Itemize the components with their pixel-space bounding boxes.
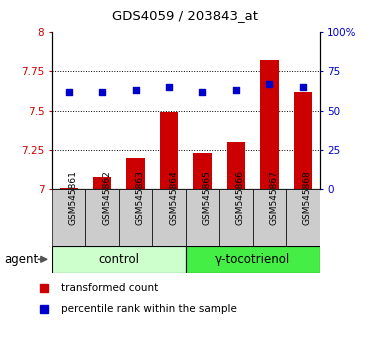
Text: control: control (99, 253, 139, 266)
Text: GDS4059 / 203843_at: GDS4059 / 203843_at (112, 9, 258, 22)
Bar (52, 189, 85, 246)
Text: percentile rank within the sample: percentile rank within the sample (61, 304, 237, 314)
Bar (52, 246, 186, 273)
Point (199, 89, 206, 95)
Text: transformed count: transformed count (61, 283, 159, 293)
Point (166, 84, 172, 90)
Bar (260, 60, 279, 189)
Point (132, 87, 139, 93)
Bar (152, 189, 186, 246)
Text: γ-tocotrienol: γ-tocotrienol (215, 253, 290, 266)
Text: GSM545862: GSM545862 (102, 171, 111, 225)
Text: agent: agent (4, 253, 38, 266)
Bar (85, 189, 119, 246)
Bar (186, 189, 219, 246)
Bar (286, 189, 320, 246)
Text: GSM545868: GSM545868 (303, 170, 312, 225)
Bar (219, 189, 253, 246)
Point (99, 89, 105, 95)
Bar (93, 177, 111, 189)
Bar (193, 153, 212, 189)
Text: GSM545865: GSM545865 (203, 170, 211, 225)
Point (266, 81, 273, 87)
Text: GSM545867: GSM545867 (270, 170, 278, 225)
Bar (126, 158, 145, 189)
Text: GSM545863: GSM545863 (136, 170, 145, 225)
Bar (253, 189, 286, 246)
Bar (160, 112, 178, 189)
Bar (294, 92, 312, 189)
Text: GSM545864: GSM545864 (169, 171, 178, 225)
Point (65, 89, 72, 95)
Point (233, 87, 239, 93)
Bar (119, 189, 152, 246)
Bar (186, 246, 320, 273)
Point (300, 84, 306, 90)
Text: GSM545866: GSM545866 (236, 170, 245, 225)
Bar (227, 142, 245, 189)
Bar (60, 188, 78, 189)
Text: GSM545861: GSM545861 (69, 170, 78, 225)
